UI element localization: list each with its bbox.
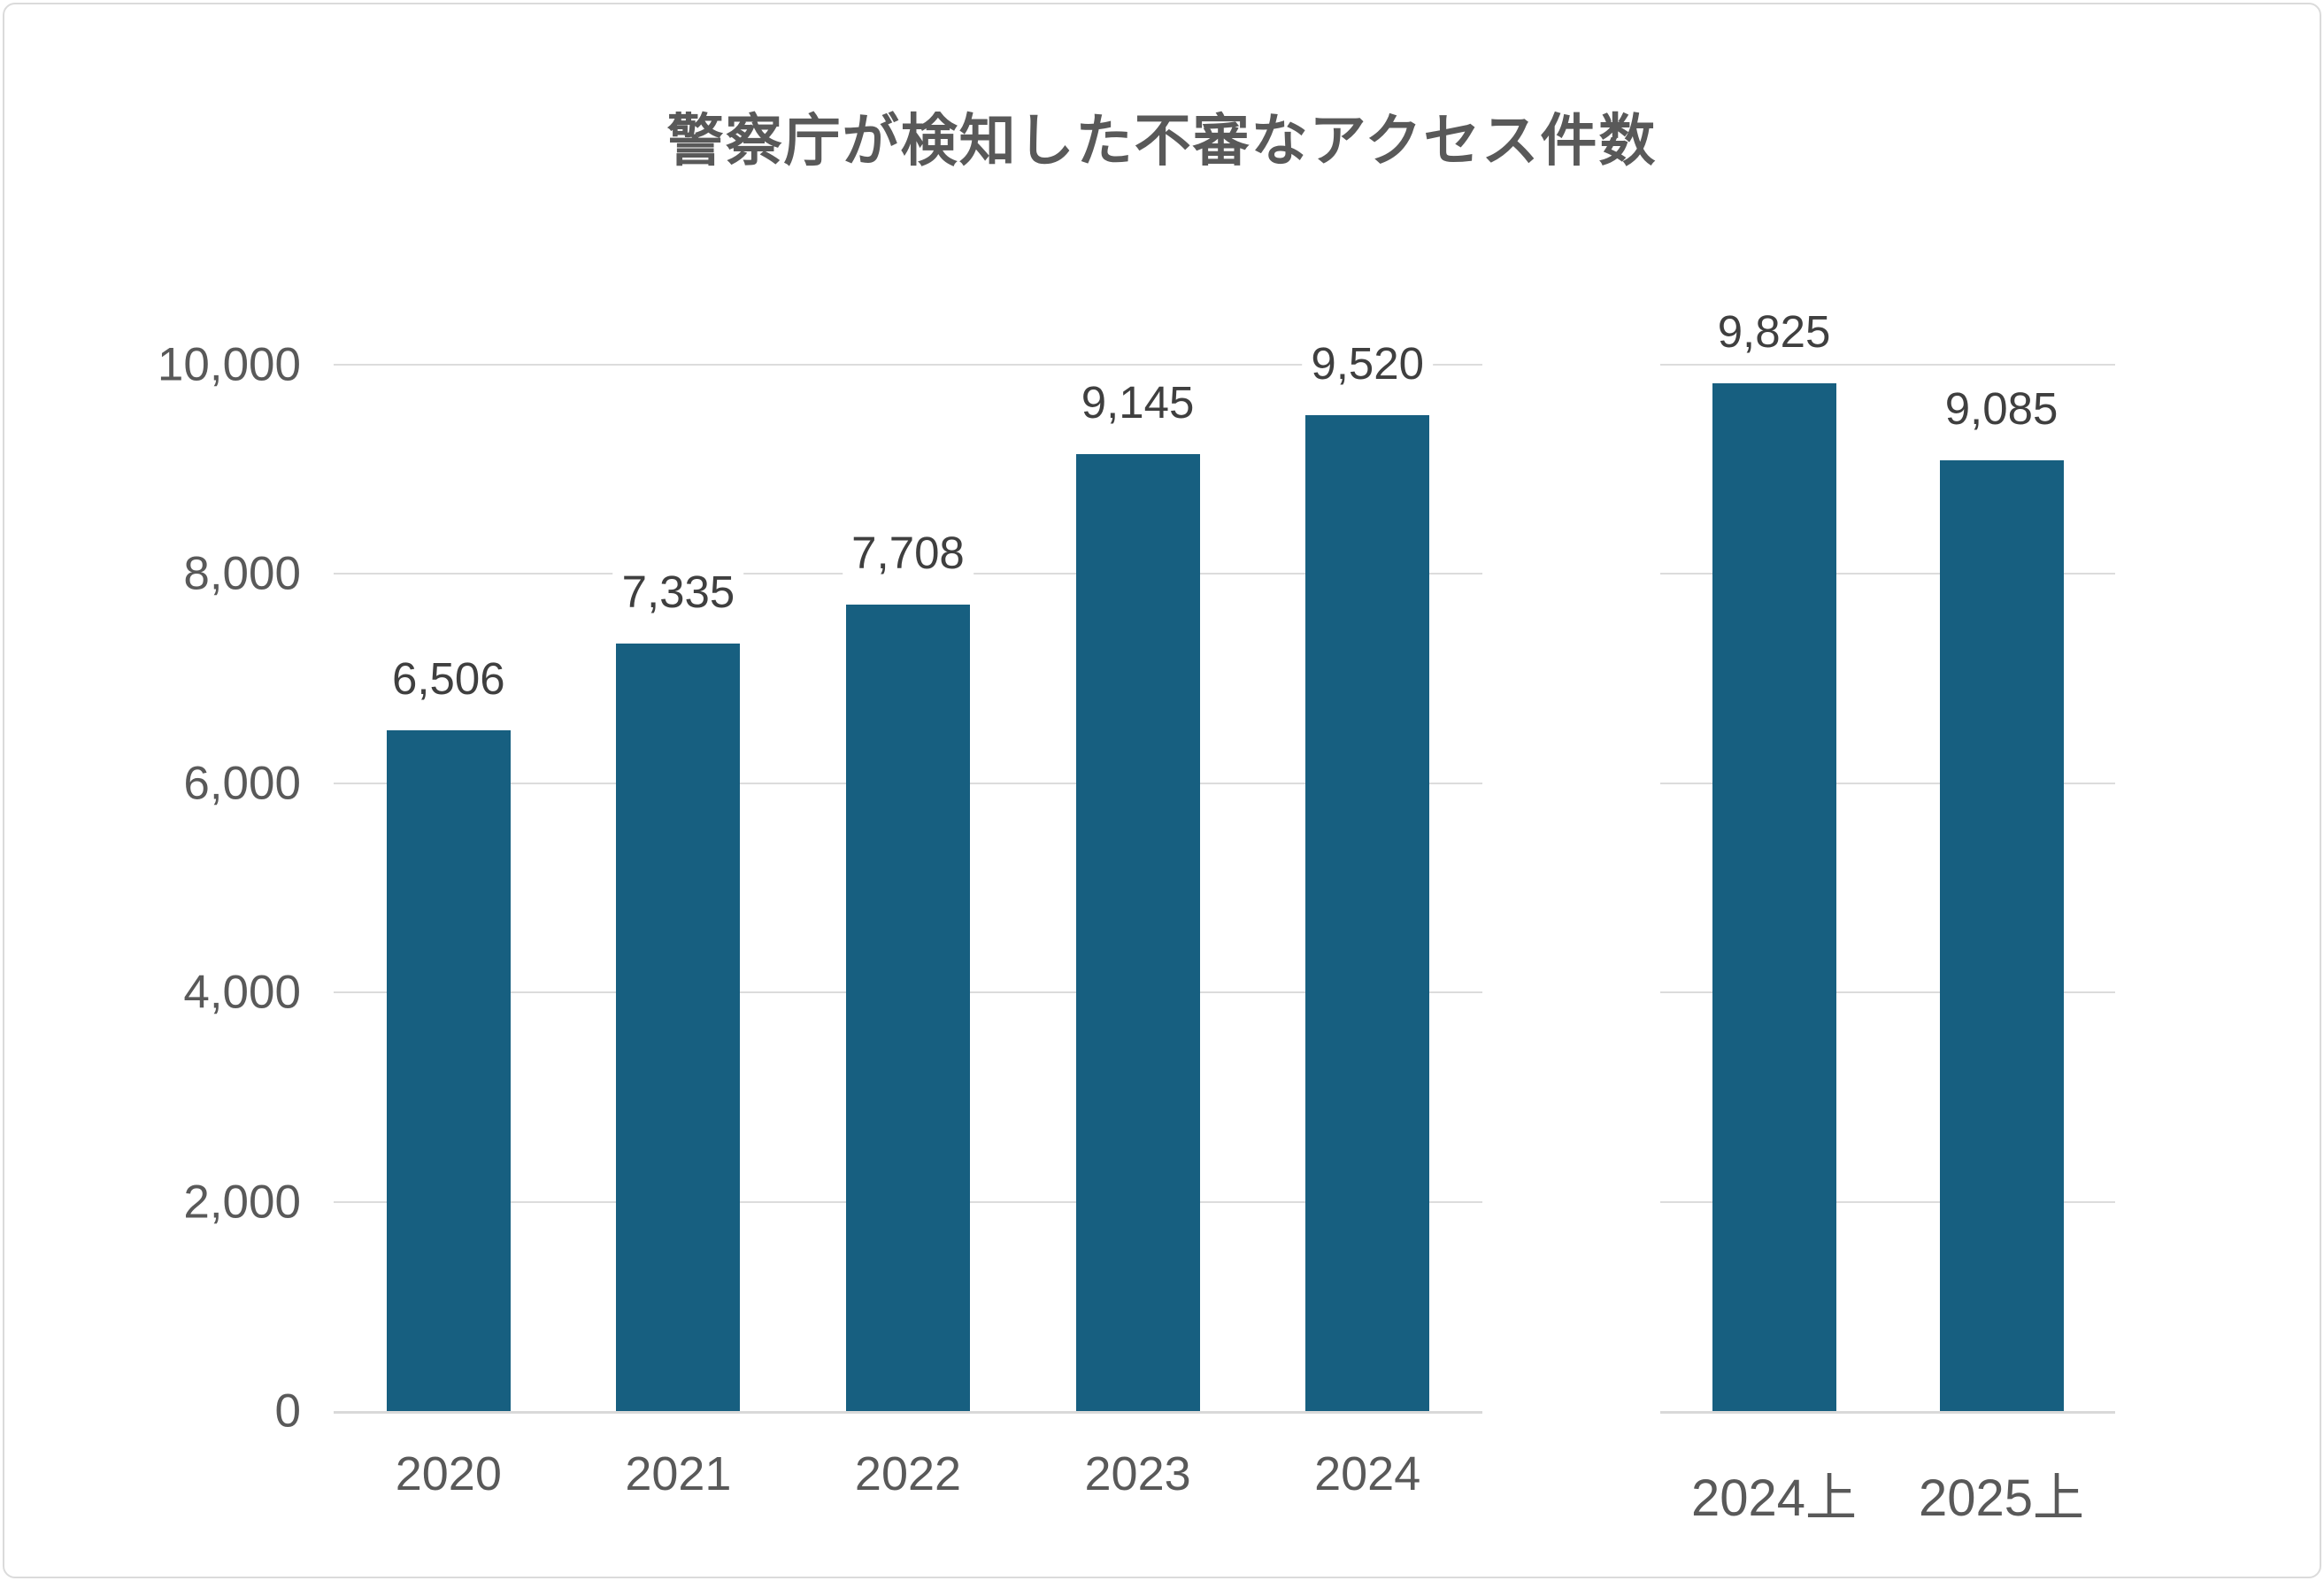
bar-value-label: 9,520 (1302, 336, 1433, 390)
bar-2020 (386, 730, 511, 1411)
gridline (1660, 991, 2115, 994)
bar-value-label: 6,506 (382, 652, 514, 706)
bar-2024 (1305, 414, 1430, 1411)
x-axis-label: 2025上 (1918, 1469, 2085, 1527)
x-axis-label: 2023 (1084, 1447, 1191, 1500)
chart-title: 警察庁が検知した不審なアクセス件数 (666, 109, 1658, 173)
bar-slot: 6,506 2020 (334, 365, 564, 1498)
y-axis-tick-label: 6,000 (183, 757, 301, 810)
gridline (334, 364, 1482, 366)
y-axis-tick-label: 10,000 (157, 338, 301, 391)
bar-value-label: 7,708 (843, 526, 973, 580)
y-axis-labels: 10,000 8,000 6,000 4,000 2,000 0 (0, 342, 301, 1435)
x-axis-label: 2022 (854, 1447, 962, 1500)
x-axis-label: 2024 (1314, 1447, 1421, 1500)
y-axis-tick-label: 0 (274, 1384, 301, 1438)
gridline (1660, 573, 2115, 575)
bar-value-label: 9,085 (1935, 382, 2067, 436)
y-axis-tick-label: 2,000 (183, 1176, 301, 1229)
bar-value-label: 9,825 (1708, 305, 1840, 359)
bar-value-label: 9,145 (1072, 375, 1204, 430)
bar-slot: 9,825 2024上 (1660, 305, 1888, 1524)
y-axis-tick-label: 8,000 (183, 547, 301, 600)
bar-value-label: 7,335 (612, 565, 744, 620)
bar-2023 (1075, 454, 1200, 1411)
gridline (1660, 1200, 2115, 1203)
gridline (1660, 364, 2115, 366)
annual-bars-panel: 6,506 2020 7,335 2021 7,708 2022 9,145 2023 9,52… (334, 336, 1482, 1498)
x-axis-label: 2021 (625, 1447, 732, 1500)
bar-2021 (616, 644, 741, 1411)
bar-2024上 (1712, 382, 1836, 1411)
y-axis-tick-label: 4,000 (183, 966, 301, 1019)
bar-slot: 7,708 2022 (793, 365, 1023, 1498)
gridline (1660, 782, 2115, 784)
bar-slot: 9,520 2024 (1252, 336, 1482, 1498)
x-axis-label: 2024上 (1690, 1469, 1858, 1527)
bar-slot: 9,145 2023 (1023, 365, 1253, 1498)
half-year-bars-panel: 9,825 2024上 9,085 2025上 (1660, 305, 2115, 1524)
bar-slot: 7,335 2021 (564, 365, 794, 1498)
bar-slot: 9,085 2025上 (1888, 365, 2115, 1524)
bar-2025上 (1939, 460, 2064, 1411)
x-axis-label: 2020 (395, 1447, 502, 1500)
bar-2022 (845, 604, 970, 1411)
